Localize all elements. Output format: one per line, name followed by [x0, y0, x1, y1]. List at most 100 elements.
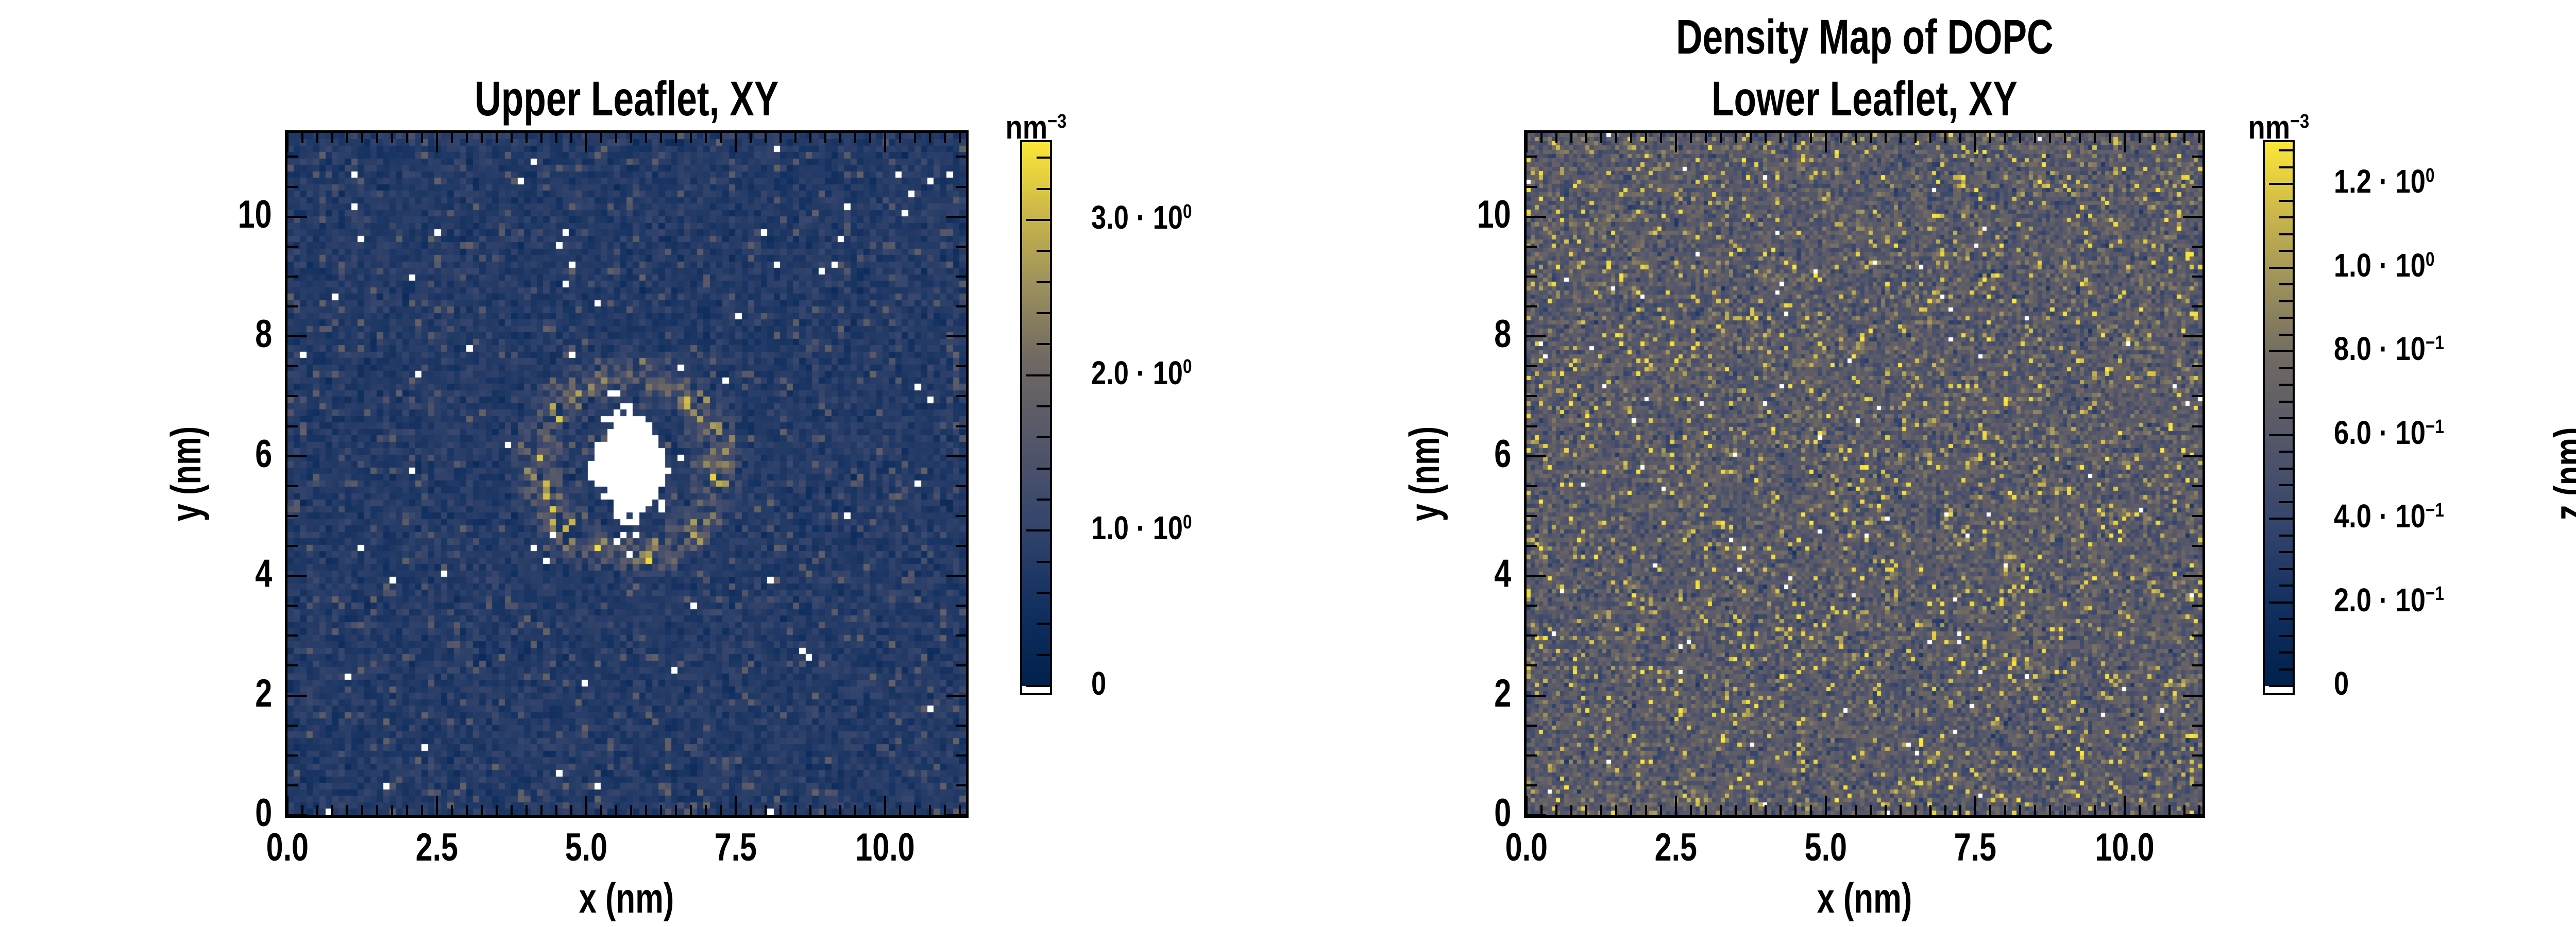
axis-tick — [391, 805, 393, 815]
axis-tick — [1540, 133, 1543, 143]
axis-tick — [287, 156, 298, 158]
colorbar-tick — [2279, 451, 2293, 453]
axis-tick — [2124, 796, 2126, 815]
y-tick-label: 10 — [238, 192, 272, 236]
axis-tick — [585, 133, 587, 152]
axis-tick — [956, 186, 966, 188]
axis-tick — [1660, 133, 1662, 143]
axis-tick — [1765, 133, 1767, 143]
axis-tick — [1675, 796, 1677, 815]
colorbar-tick — [2279, 484, 2293, 486]
axis-tick — [2198, 805, 2200, 815]
colorbar-tick-label: 3.0 · 100 — [1091, 198, 1192, 236]
colorbar-tick — [1037, 561, 1050, 563]
axis-tick — [1929, 133, 1931, 143]
y-tick-label: 4 — [255, 552, 272, 596]
axis-tick — [1540, 805, 1543, 815]
axis-tick — [481, 805, 483, 815]
y-tick-label: 6 — [255, 432, 272, 476]
axis-tick — [1944, 805, 1946, 815]
axis-tick — [287, 814, 307, 816]
colorbar-tick — [2269, 602, 2293, 604]
axis-tick — [2094, 805, 2096, 815]
axis-tick — [331, 805, 333, 815]
colorbar-tick — [1037, 623, 1050, 625]
axis-tick — [1660, 805, 1662, 815]
axis-tick — [1555, 805, 1557, 815]
axis-tick — [794, 805, 796, 815]
axis-tick — [1810, 805, 1812, 815]
axis-tick — [2183, 814, 2202, 816]
y-tick-label: 0 — [2545, 461, 2576, 506]
axis-tick — [2192, 754, 2202, 757]
axis-tick — [2168, 133, 2171, 143]
axis-tick — [2168, 805, 2171, 815]
axis-tick — [287, 784, 298, 786]
axis-tick — [600, 805, 602, 815]
axis-tick — [720, 805, 722, 815]
axis-tick — [779, 133, 782, 143]
y-tick-label: 0 — [255, 791, 272, 835]
axis-tick — [1600, 805, 1602, 815]
axis-tick — [1855, 133, 1857, 143]
colorbar-tick — [2279, 283, 2293, 285]
axis-tick — [1810, 133, 1812, 143]
axis-tick — [869, 805, 871, 815]
axis-tick — [2004, 805, 2006, 815]
axis-tick — [496, 805, 498, 815]
colorbar-tick — [2269, 267, 2293, 269]
axis-tick — [824, 133, 826, 143]
axis-tick — [1615, 805, 1617, 815]
plot-lower-leaflet — [1524, 130, 2205, 818]
axis-tick — [287, 515, 298, 517]
axis-tick — [956, 725, 966, 727]
axis-tick — [884, 133, 886, 152]
axis-tick — [540, 133, 543, 143]
axis-tick — [1527, 695, 1546, 697]
y-tick-label: 4 — [1494, 552, 1511, 596]
colorbar-tick-label: 1.0 · 100 — [1091, 509, 1192, 547]
axis-tick — [2192, 515, 2202, 517]
axis-tick — [287, 725, 298, 727]
axis-tick — [1885, 805, 1887, 815]
colorbar-tick — [2279, 618, 2293, 620]
axis-tick — [2034, 805, 2036, 815]
axis-tick — [1914, 133, 1917, 143]
axis-tick — [421, 133, 423, 143]
axis-tick — [1527, 575, 1546, 577]
axis-tick — [944, 133, 946, 143]
colorbar-tick — [2279, 551, 2293, 553]
axis-tick — [1870, 805, 1872, 815]
axis-tick — [1690, 805, 1692, 815]
axis-tick — [1527, 784, 1537, 786]
axis-tick — [2079, 805, 2081, 815]
axis-tick — [720, 133, 722, 143]
axis-tick — [2183, 695, 2202, 697]
axis-tick — [2192, 634, 2202, 637]
axis-tick — [854, 133, 856, 143]
axis-tick — [946, 575, 966, 577]
axis-tick — [1527, 515, 1537, 517]
axis-tick — [2064, 133, 2066, 143]
axis-tick — [1974, 796, 1976, 815]
axis-tick — [1527, 605, 1537, 607]
axis-tick — [956, 365, 966, 367]
colorbar-tick — [2269, 518, 2293, 520]
axis-tick — [526, 805, 528, 815]
axis-tick — [2004, 133, 2006, 143]
axis-tick — [2124, 133, 2126, 152]
axis-tick — [301, 805, 303, 815]
axis-tick — [287, 634, 298, 637]
axis-tick — [2192, 395, 2202, 397]
axis-tick — [346, 805, 348, 815]
axis-tick — [750, 805, 752, 815]
axis-tick — [750, 133, 752, 143]
axis-tick — [1900, 133, 1902, 143]
axis-tick — [1765, 805, 1767, 815]
axis-tick — [316, 133, 318, 143]
axis-tick — [287, 305, 298, 307]
y-tick-label: 2 — [2545, 321, 2576, 366]
axis-tick — [660, 805, 662, 815]
colorbar-tick — [2279, 250, 2293, 252]
axis-tick — [765, 133, 767, 143]
